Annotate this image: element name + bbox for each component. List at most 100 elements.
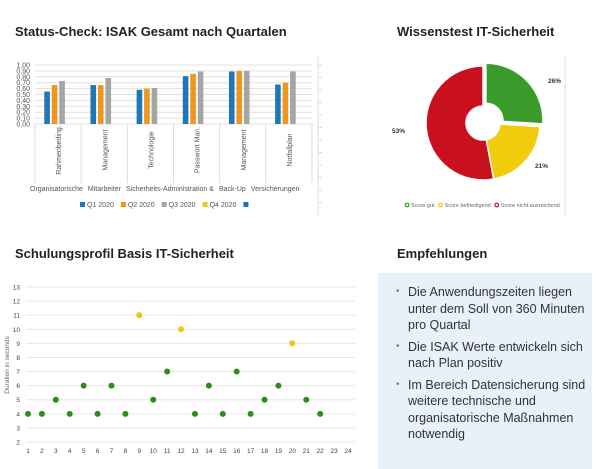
y-tick-label: 12	[13, 299, 21, 306]
y-tick-label: 10	[13, 327, 21, 334]
recommendation-item: Die ISAK Werte entwickeln sich nach Plan…	[396, 339, 586, 372]
y-tick-label: 3	[16, 425, 20, 432]
legend-swatch	[161, 202, 167, 207]
legend-marker	[438, 202, 443, 208]
x-tick-label: 17	[247, 448, 255, 455]
data-point	[66, 410, 73, 417]
wissenstest-title: Wissenstest IT-Sicherheit	[397, 24, 555, 39]
pie-slice	[425, 65, 495, 181]
bar	[44, 91, 50, 124]
x-tick-label: 11	[164, 448, 171, 455]
data-point	[247, 410, 254, 417]
data-point	[289, 340, 296, 347]
x-tick-label: 19	[275, 448, 283, 455]
bar	[282, 82, 289, 124]
x-tick-label: 2	[40, 448, 44, 455]
bar	[275, 84, 281, 124]
data-point	[233, 368, 240, 375]
status-check-title: Status-Check: ISAK Gesamt nach Quartalen	[15, 24, 287, 39]
legend-swatch	[120, 202, 126, 207]
x-tick-label: 10	[150, 448, 158, 455]
recommendation-item: Die Anwendungszeiten liegen unter dem So…	[396, 284, 586, 334]
x-tick-label: 6	[96, 448, 100, 455]
x-tick-label: 7	[110, 448, 114, 455]
data-point	[191, 410, 198, 417]
category-label: Rahmenbeding.	[56, 125, 63, 174]
y-tick-label: 0,20	[16, 110, 30, 117]
x-tick-label: 8	[124, 448, 128, 455]
slice-label: 26%	[548, 78, 561, 85]
x-tick-label: 23	[330, 448, 338, 455]
y-tick-label: 0,30	[16, 104, 30, 111]
category-label: Passwort Man.	[195, 127, 202, 173]
legend-label: Q2 2020	[128, 202, 155, 209]
legend-label: Score nicht ausreichend	[501, 203, 560, 209]
group-label: Sicherheits-Administration &	[126, 186, 214, 193]
bar	[151, 88, 158, 124]
y-tick-label: 4	[16, 411, 20, 418]
bar	[144, 88, 150, 124]
category-label: Management	[102, 130, 109, 171]
y-tick-label: 11	[13, 313, 20, 320]
y-tick-label: 0,90	[16, 68, 30, 75]
legend-swatch	[243, 202, 249, 207]
bar	[59, 80, 65, 124]
y-tick-label: 2	[16, 440, 20, 447]
x-tick-label: 16	[233, 448, 241, 455]
x-tick-label: 15	[219, 448, 227, 455]
bar	[136, 89, 143, 124]
data-point	[317, 410, 324, 417]
x-tick-label: 13	[191, 448, 199, 455]
category-label: Management	[241, 130, 248, 171]
group-label: Organisatorische	[30, 186, 83, 193]
group-label: Versicherungen	[251, 186, 300, 193]
bar	[197, 71, 204, 124]
bar	[97, 85, 104, 124]
legend-marker	[404, 202, 410, 208]
legend-swatch	[80, 202, 85, 207]
pie-slice	[485, 62, 544, 125]
y-axis-label: Duration in seconds	[4, 336, 11, 394]
legend-label: Q1 2020	[87, 202, 114, 209]
y-tick-label: 5	[16, 397, 20, 404]
legend-swatch	[202, 202, 208, 207]
x-tick-label: 5	[82, 448, 86, 455]
bar	[90, 85, 97, 124]
legend-label: Score befriedigend	[445, 203, 491, 209]
group-label: Back-Up	[219, 186, 246, 193]
data-point	[52, 396, 59, 403]
y-tick-label: 1,00	[16, 63, 30, 70]
y-tick-label: 0,80	[16, 74, 30, 81]
data-point	[108, 382, 115, 389]
y-tick-label: 0,40	[16, 98, 30, 105]
y-tick-label: 0,00	[16, 122, 30, 129]
bar	[228, 71, 235, 124]
data-point	[205, 382, 212, 389]
data-point	[275, 382, 282, 389]
category-label: Technologie	[148, 131, 155, 168]
y-tick-label: 13	[13, 285, 21, 292]
data-point	[25, 410, 31, 417]
x-tick-label: 22	[317, 448, 325, 455]
recommendation-item: Im Bereich Datensicherung sind weitere t…	[396, 377, 586, 443]
data-point	[219, 410, 226, 417]
x-tick-label: 12	[177, 448, 185, 455]
recommendations-panel: Die Anwendungszeiten liegen unter dem So…	[378, 273, 592, 469]
x-tick-label: 21	[303, 448, 311, 455]
data-point	[38, 410, 45, 417]
y-tick-label: 8	[16, 355, 20, 362]
schulungsprofil-title: Schulungsprofil Basis IT-Sicherheit	[15, 246, 234, 261]
data-point	[80, 382, 87, 389]
data-point	[122, 410, 129, 417]
x-tick-label: 18	[261, 448, 269, 455]
data-point	[178, 326, 185, 333]
slice-label: 21%	[535, 163, 548, 170]
x-tick-label: 4	[68, 448, 72, 455]
y-tick-label: 9	[16, 341, 20, 348]
bar	[51, 85, 58, 124]
y-tick-label: 0,60	[16, 86, 30, 93]
category-label: Notfallplan	[287, 133, 294, 166]
bar	[290, 71, 296, 124]
bar	[243, 70, 250, 124]
legend-label: Q3 2020	[169, 202, 196, 209]
